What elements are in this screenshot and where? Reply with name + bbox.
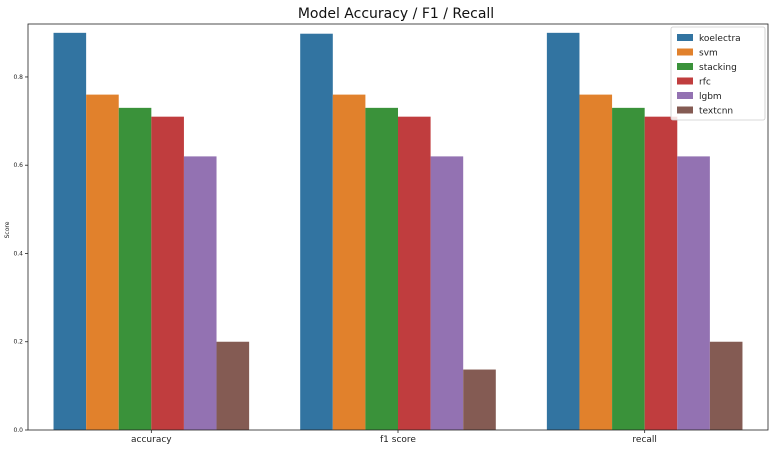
bar-koelectra-accuracy <box>53 32 87 430</box>
y-tick-label: 0.4 <box>13 250 23 257</box>
bar-svm-accuracy <box>86 94 119 431</box>
bar-textcnn-recall <box>709 341 743 430</box>
legend-box <box>670 26 766 121</box>
y-tick-label: 0.0 <box>13 427 23 434</box>
bar-lgbm-recall <box>677 156 710 430</box>
bar-svm-recall <box>579 94 613 431</box>
legend: koelectra svm stacking rfc lgbm textcnn <box>670 26 766 121</box>
x-tick-label: f1 score <box>380 435 416 445</box>
legend-label-koelectra: koelectra <box>699 34 741 44</box>
y-tick-label: 0.6 <box>13 162 23 169</box>
bar-rfc-recall <box>644 116 678 431</box>
legend-swatch-stacking <box>677 63 693 70</box>
bar-koelectra-recall <box>546 32 580 430</box>
legend-label-stacking: stacking <box>699 63 737 73</box>
bars-group <box>53 32 743 431</box>
bar-stacking-recall <box>612 107 645 430</box>
legend-label-rfc: rfc <box>699 78 711 88</box>
chart-title: Model Accuracy / F1 / Recall <box>298 6 494 22</box>
bar-koelectra-f1-score <box>300 33 333 431</box>
bar-textcnn-accuracy <box>216 341 250 430</box>
legend-label-lgbm: lgbm <box>699 92 722 102</box>
bar-lgbm-f1-score <box>430 156 464 430</box>
bar-stacking-f1-score <box>365 107 398 430</box>
legend-swatch-svm <box>677 48 693 56</box>
legend-swatch-textcnn <box>677 106 693 114</box>
x-tick-label: accuracy <box>131 435 172 445</box>
legend-swatch-koelectra <box>677 34 693 41</box>
legend-swatch-lgbm <box>677 92 693 99</box>
axes-group: accuracy f1 score recall 0.0 0.2 0.4 0.6 0.8 <box>13 23 769 445</box>
bar-rfc-accuracy <box>151 116 184 431</box>
y-tick-label: 0.2 <box>13 339 23 346</box>
bar-lgbm-accuracy <box>183 156 217 430</box>
bar-stacking-accuracy <box>118 107 152 430</box>
y-tick-label: 0.8 <box>13 74 23 81</box>
legend-label-textcnn: textcnn <box>699 107 733 117</box>
plot-frame <box>27 23 769 431</box>
bar-textcnn-f1-score <box>463 369 496 430</box>
bar-rfc-f1-score <box>398 116 431 431</box>
x-tick-label: recall <box>632 435 657 445</box>
legend-label-svm: svm <box>699 49 718 59</box>
bar-svm-f1-score <box>332 94 366 431</box>
y-axis-label: Score <box>4 221 11 238</box>
legend-swatch-rfc <box>677 77 693 85</box>
